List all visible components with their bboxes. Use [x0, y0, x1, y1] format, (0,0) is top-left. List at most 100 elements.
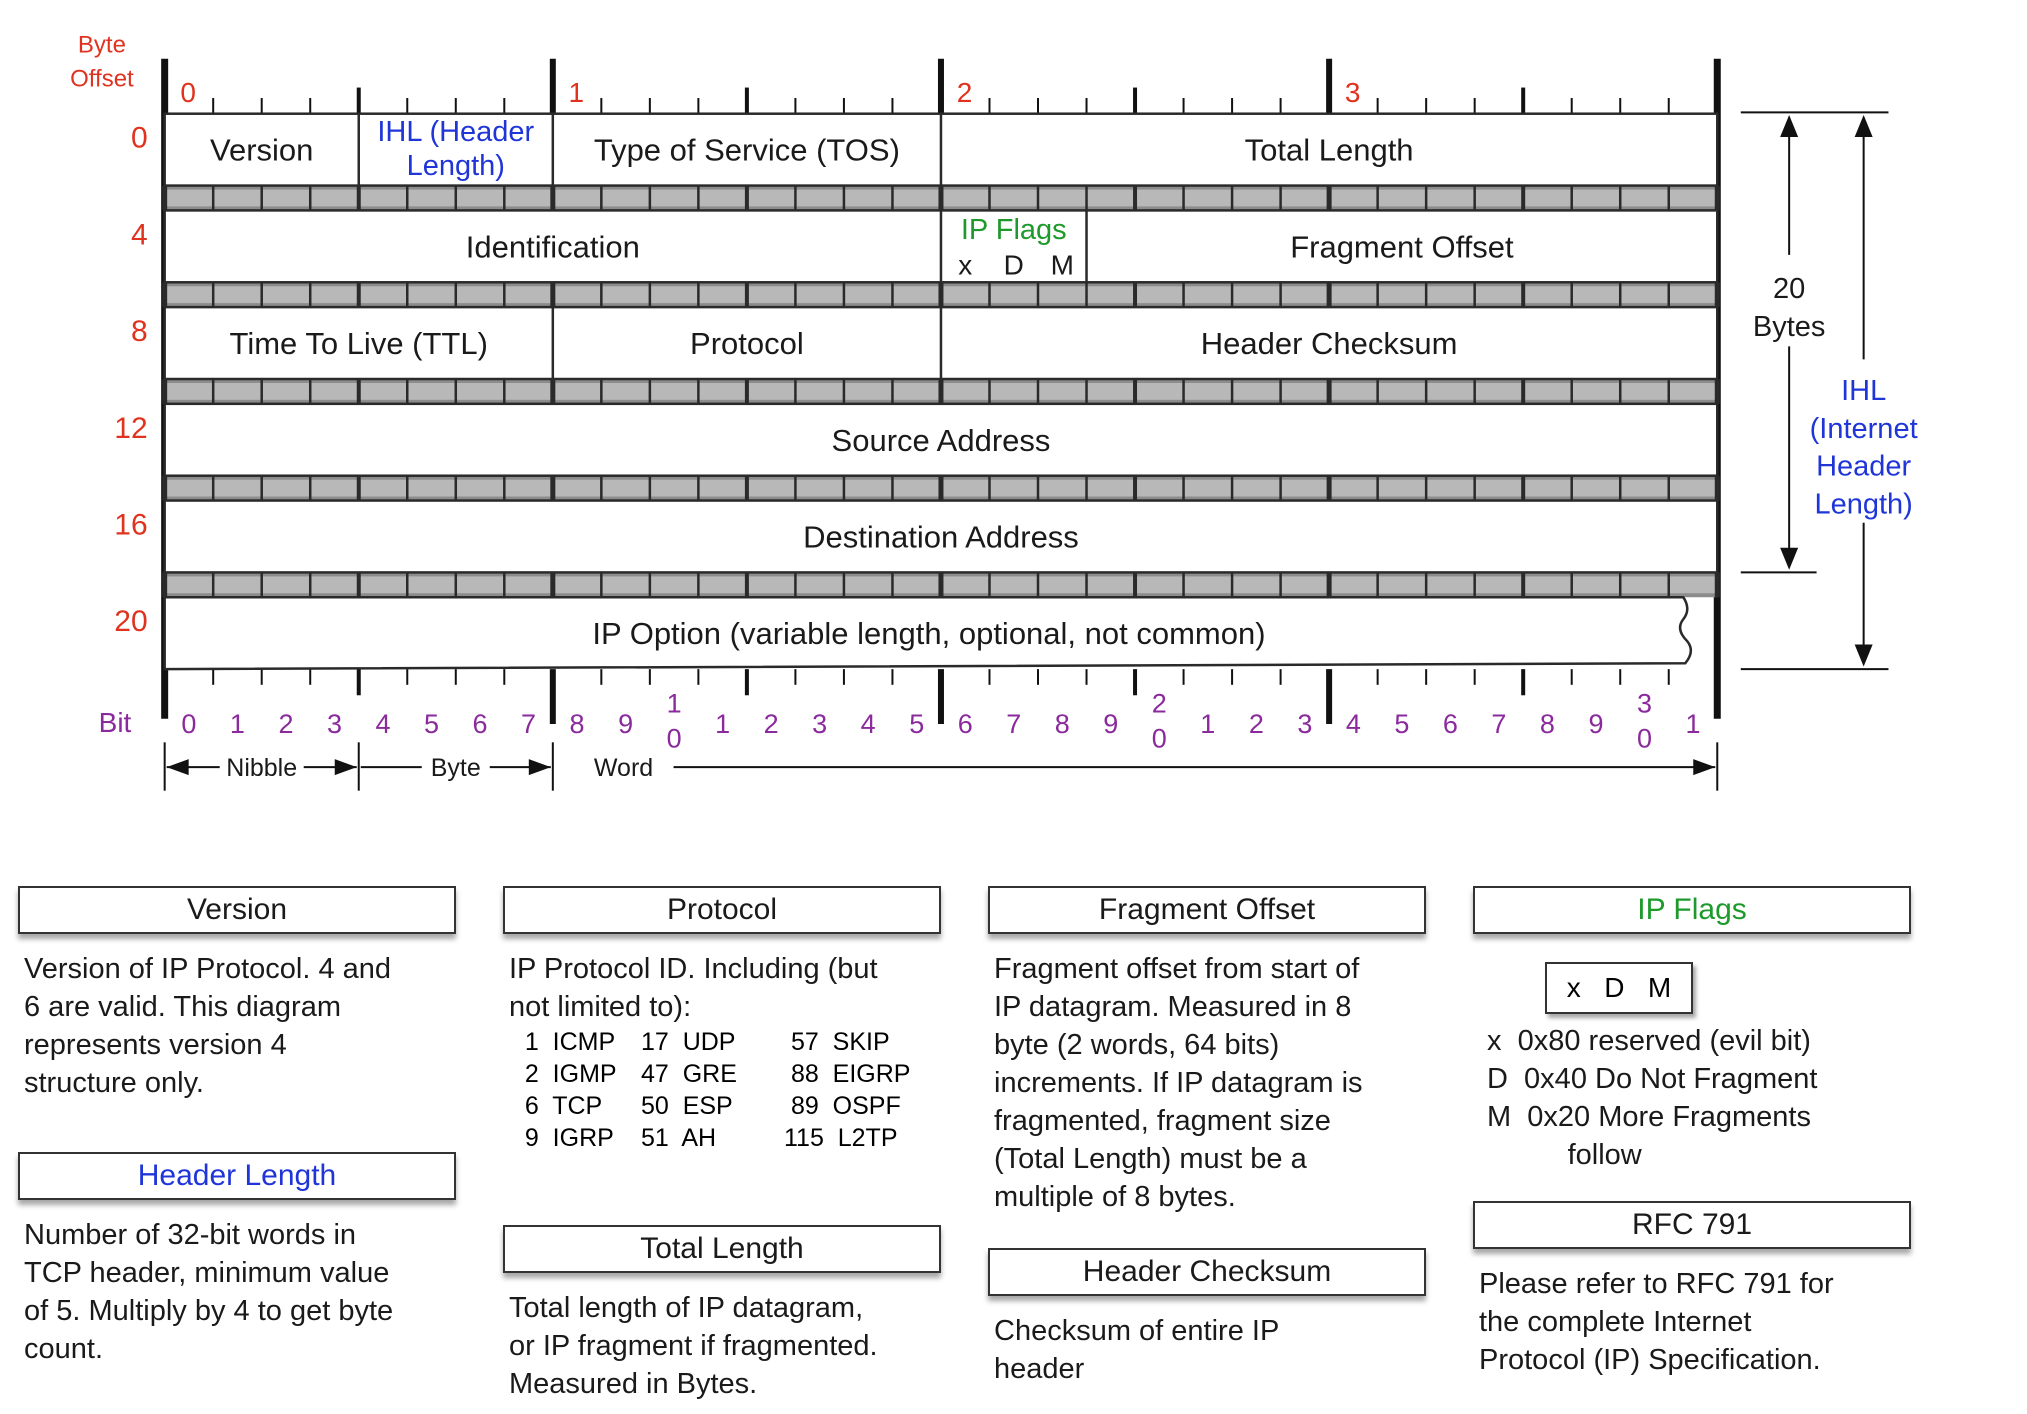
- arrow-head-down: [1780, 547, 1799, 570]
- byte-number: 2: [957, 77, 973, 108]
- ip-flags-bit-box: x D M: [1545, 962, 1693, 1014]
- protocol-entry: 51 AH: [641, 1124, 717, 1152]
- word-arrow-head: [1693, 759, 1716, 776]
- bit-number: 1: [230, 709, 245, 739]
- header-length-box-title: Header Length: [18, 1152, 456, 1200]
- bit-number: 8: [1055, 709, 1070, 739]
- version-field: Version: [210, 133, 313, 168]
- bit-number: 5: [424, 709, 439, 739]
- bit-number: 6: [1443, 709, 1458, 739]
- header-rows: [163, 112, 1719, 671]
- bit-number: 5: [909, 709, 924, 739]
- bit-label: Bit: [99, 707, 132, 738]
- version-box: Version Version of IP Protocol. 4 and 6 …: [18, 886, 456, 1102]
- protocol-box: Protocol IP Protocol ID. Including (but …: [503, 886, 941, 1154]
- flag-letter: x: [958, 249, 972, 280]
- header-length-box: Header Length Number of 32-bit words in …: [18, 1152, 456, 1368]
- protocol-id-table: 1 ICMP 17 UDP 57 SKIP 2 IGMP 47 GRE 88 EIG…: [511, 1026, 941, 1154]
- source-address-field: Source Address: [832, 423, 1051, 458]
- protocol-entry: 89 OSPF: [784, 1092, 901, 1120]
- fragment-offset-field: Fragment Offset: [1290, 229, 1514, 264]
- bit-number: 3: [1297, 709, 1312, 739]
- fragment-offset-box-text: Fragment offset from start of IP datagra…: [994, 953, 1363, 1213]
- bit-number: 2: [1152, 688, 1167, 718]
- bit-number: 1: [1200, 709, 1215, 739]
- bit-number: 5: [1394, 709, 1409, 739]
- total-length-box-text: Total length of IP datagram, or IP fragm…: [509, 1292, 878, 1400]
- protocol-entry: 9 IGRP: [511, 1124, 614, 1152]
- ip-flags-box: IP Flags x D M x 0x80 reserved (evil bit…: [1473, 886, 1911, 1171]
- protocol-box-title: Protocol: [503, 886, 941, 934]
- flag-line-m: M 0x20 More Fragments: [1487, 1101, 1811, 1133]
- bit-number: 2: [764, 709, 779, 739]
- byte-label: Byte: [431, 754, 481, 782]
- byte-number: 3: [1345, 77, 1361, 108]
- version-box-title: Version: [18, 886, 456, 934]
- header-checksum-box-title: Header Checksum: [988, 1248, 1426, 1296]
- row-offset: 16: [114, 509, 147, 542]
- flag-line-follow: follow: [1487, 1139, 1642, 1171]
- ip-flags-field: IP Flags: [961, 214, 1067, 246]
- bit-number: 8: [570, 709, 585, 739]
- total-length-box-title: Total Length: [503, 1225, 941, 1273]
- bit-number: 2: [1249, 709, 1264, 739]
- bit-number: 2: [278, 709, 293, 739]
- bit-number: 9: [1588, 709, 1603, 739]
- bit-number: 6: [473, 709, 488, 739]
- nibble-label: Nibble: [226, 754, 297, 782]
- rfc-box-text: Please refer to RFC 791 for the complete…: [1479, 1268, 1834, 1376]
- flag-box-x: x: [1566, 972, 1581, 1003]
- bit-number: 1: [1685, 709, 1700, 739]
- row-offset: 0: [131, 122, 148, 155]
- ihl-field: IHL (Header: [377, 116, 534, 148]
- protocol-entry: 17 UDP: [641, 1028, 736, 1056]
- row-offset: 8: [131, 315, 148, 348]
- arrow-head-up: [1780, 115, 1799, 138]
- identification-field: Identification: [466, 229, 640, 264]
- bit-number: 0: [1152, 724, 1167, 754]
- ip-flags-box-title: IP Flags: [1473, 886, 1911, 934]
- bit-number: 1: [715, 709, 730, 739]
- bit-number: 7: [1006, 709, 1021, 739]
- protocol-entry: 88 EIGRP: [784, 1060, 911, 1088]
- protocol-entry: 50 ESP: [641, 1092, 733, 1120]
- nibble-arrow-head: [334, 759, 357, 776]
- protocol-entry: 47 GRE: [641, 1060, 737, 1088]
- bit-number: 3: [327, 709, 342, 739]
- row-offset: 4: [131, 218, 148, 251]
- ip-flags-list: x 0x80 reserved (evil bit) D 0x40 Do Not…: [1487, 1022, 1817, 1174]
- ihl-side-label: (Internet: [1810, 413, 1918, 445]
- protocol-entry: 6 TCP: [511, 1092, 603, 1120]
- flag-letter: M: [1051, 249, 1074, 280]
- bit-number: 8: [1540, 709, 1555, 739]
- byte-number: 1: [569, 77, 585, 108]
- nibble-arrow-head: [166, 759, 189, 776]
- row-separators: [162, 185, 1720, 598]
- fragment-offset-box: Fragment Offset Fragment offset from sta…: [988, 886, 1426, 1216]
- byte-number: 0: [180, 77, 196, 108]
- bit-number: 3: [812, 709, 827, 739]
- bytes-unit-label: Bytes: [1753, 311, 1826, 343]
- header-checksum-box-text: Checksum of entire IP header: [994, 1315, 1280, 1385]
- flag-box-d: D: [1604, 972, 1625, 1003]
- ihl-field: Length): [407, 150, 505, 182]
- protocol-entry: 115 L2TP: [784, 1124, 898, 1152]
- header-checksum-field: Header Checksum: [1201, 326, 1458, 361]
- header-checksum-box: Header Checksum Checksum of entire IP he…: [988, 1248, 1426, 1388]
- header-length-box-text: Number of 32-bit words in TCP header, mi…: [24, 1219, 394, 1365]
- bit-number: 0: [181, 709, 196, 739]
- bit-number: 4: [1346, 709, 1361, 739]
- bit-number: 0: [1637, 724, 1652, 754]
- protocol-box-text: IP Protocol ID. Including (but not limit…: [509, 953, 878, 1023]
- protocol-entry: 57 SKIP: [784, 1028, 890, 1056]
- ip-option-field: IP Option (variable length, optional, no…: [592, 616, 1265, 651]
- ttl-field: Time To Live (TTL): [230, 326, 488, 361]
- arrow-head-up: [1854, 115, 1873, 138]
- tos-field: Type of Service (TOS): [594, 133, 900, 168]
- ihl-side-label: IHL: [1841, 375, 1886, 407]
- byte-offset-label: Offset: [70, 65, 134, 92]
- bit-number: 0: [667, 724, 682, 754]
- fragment-offset-box-title: Fragment Offset: [988, 886, 1426, 934]
- bit-number: 9: [1103, 709, 1118, 739]
